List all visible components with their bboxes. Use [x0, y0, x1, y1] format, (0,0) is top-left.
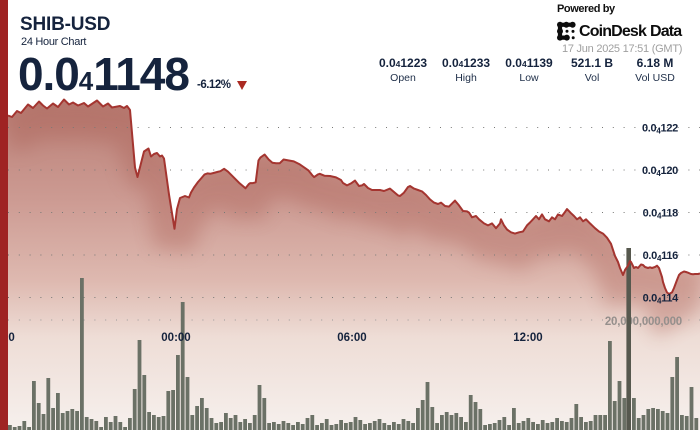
svg-text:00:00: 00:00	[161, 332, 190, 344]
svg-text:12:00: 12:00	[513, 332, 542, 344]
svg-text:0.04122: 0.04122	[642, 123, 678, 136]
svg-text:06:00: 06:00	[337, 332, 366, 344]
svg-text:0.04116: 0.04116	[643, 250, 679, 263]
svg-text:20,000,000,000: 20,000,000,000	[605, 316, 682, 328]
svg-text:0.04118: 0.04118	[643, 208, 679, 221]
svg-text:0.04114: 0.04114	[643, 293, 680, 306]
svg-text:0.04120: 0.04120	[642, 165, 678, 178]
